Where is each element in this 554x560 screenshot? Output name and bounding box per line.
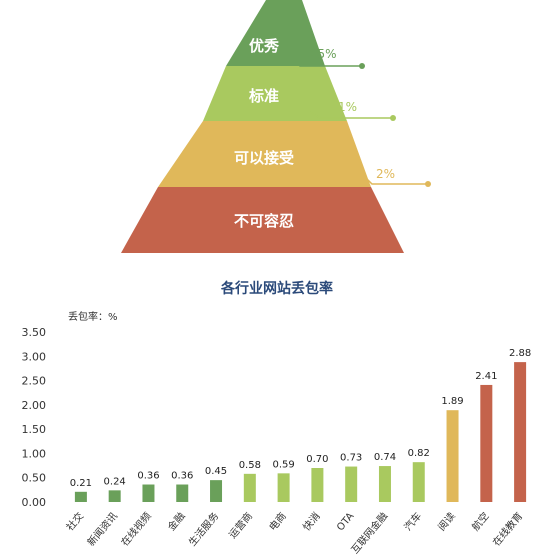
pyramid-level-standard [203, 66, 347, 121]
pyramid-level-acceptable [158, 121, 371, 187]
annotation-dot-standard [390, 115, 396, 121]
y-axis-ticks: 0.00 0.50 1.00 1.50 2.00 2.50 3.00 3.50 [22, 326, 47, 509]
y-tick-label: 3.50 [22, 326, 47, 339]
bar [243, 473, 256, 502]
bar-value-label: 2.88 [509, 348, 531, 359]
y-tick-label: 0.50 [22, 472, 47, 485]
bar [378, 466, 391, 502]
bar [514, 362, 527, 502]
pyramid-label-acceptable: 可以接受 [234, 149, 294, 167]
category-label: 航空 [469, 510, 492, 534]
category-label: 社交 [63, 510, 86, 534]
annotation-dot-excellent [359, 63, 365, 69]
bar [480, 384, 493, 502]
annotation-line-standard [309, 111, 393, 119]
bar-value-label: 0.36 [171, 471, 193, 482]
pyramid-level-excellent [226, 0, 325, 66]
bar [446, 410, 459, 502]
bar [74, 491, 87, 502]
bar [108, 490, 121, 502]
bar-value-label: 0.45 [205, 466, 227, 477]
y-tick-label: 2.50 [22, 375, 47, 388]
bar-value-label: 0.59 [272, 459, 294, 470]
y-tick-label: 1.00 [22, 447, 47, 460]
pyramid-diagram: 优秀 标准 可以接受 不可容忍 0.5% 1% 2% [121, 0, 431, 253]
bar-value-label: 2.41 [475, 371, 497, 382]
bar-value-label: 0.73 [340, 453, 362, 464]
y-axis-label: 丢包率：% [68, 310, 118, 323]
chart-title: 各行业网站丢包率 [220, 280, 333, 297]
y-tick-label: 1.50 [22, 423, 47, 436]
bar-value-label: 1.89 [441, 396, 463, 407]
category-label: 电商 [266, 510, 289, 534]
bar [311, 468, 324, 502]
bar [345, 466, 358, 502]
category-label: 在线视频 [118, 510, 154, 549]
bar [142, 484, 155, 502]
bar-value-label: 0.21 [70, 478, 92, 489]
category-label: 在线教育 [490, 510, 526, 549]
bar-value-label: 0.24 [104, 476, 126, 487]
value-labels: 0.21 0.24 0.36 0.36 0.45 0.58 0.59 0.70 0.73 0.74… [70, 348, 531, 489]
category-label: 生活服务 [186, 510, 222, 549]
category-label: 快消 [300, 510, 323, 534]
annotation-line-acceptable [361, 173, 428, 185]
bar-value-label: 0.70 [306, 454, 328, 465]
bars [74, 362, 527, 502]
bar-value-label: 0.74 [374, 452, 396, 463]
category-label: 运营商 [226, 510, 255, 541]
bar-chart: 各行业网站丢包率 丢包率：% 0.00 0.50 1.00 1.50 2.00 2.50 3… [22, 280, 532, 557]
annotation-acceptable: 2% [376, 167, 395, 181]
bar-value-label: 0.58 [239, 460, 261, 471]
category-label: 汽车 [401, 510, 424, 534]
annotation-dot-acceptable [425, 181, 431, 187]
bar [412, 462, 425, 502]
pyramid-label-intolerable: 不可容忍 [234, 212, 294, 230]
annotation-standard: 1% [338, 100, 357, 114]
category-label: 金融 [165, 510, 188, 534]
bar-value-label: 0.82 [408, 448, 430, 459]
bar-value-label: 0.36 [137, 471, 159, 482]
y-tick-label: 2.00 [22, 399, 47, 412]
category-label: OTA [335, 511, 356, 534]
bar [176, 484, 189, 502]
bar [277, 473, 290, 502]
category-label: 阅读 [435, 510, 458, 534]
pyramid-label-excellent: 优秀 [249, 37, 280, 55]
pyramid-level-intolerable [121, 187, 404, 253]
category-label: 新闻资讯 [84, 510, 120, 549]
y-tick-label: 0.00 [22, 496, 47, 509]
pyramid-label-standard: 标准 [248, 87, 279, 105]
bar [210, 480, 223, 502]
y-tick-label: 3.00 [22, 350, 47, 363]
annotation-line-excellent [291, 57, 362, 67]
annotation-excellent: 0.5% [306, 47, 337, 61]
